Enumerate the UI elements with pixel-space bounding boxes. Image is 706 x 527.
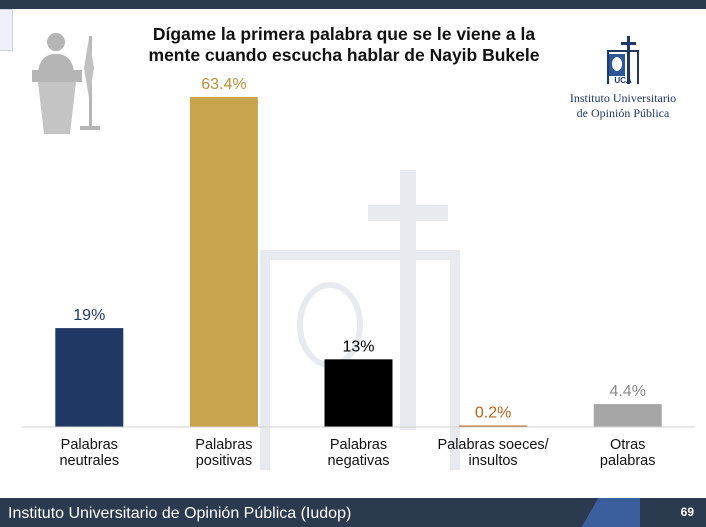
logo-text-line-2: de Opinión Pública [576,106,670,120]
footer-institution: Instituto Universitario de Opinión Públi… [8,505,352,522]
title-line-1: Dígame la primera palabra que se le vien… [152,24,536,44]
data-label-4: 0.2% [475,405,511,422]
bar-3 [324,359,393,427]
title-line-2: mente cuando escucha hablar de Nayib Buk… [148,45,540,65]
data-label-3: 13% [342,338,374,355]
category-label-1-line-1: Palabras [61,437,118,453]
data-label-2: 63.4% [201,76,246,93]
chart-title: Dígame la primera palabra que se le vien… [110,24,578,66]
podium-speaker-icon [32,33,100,134]
category-label-5-line-2: palabras [600,453,656,469]
data-label-1: 19% [73,307,105,324]
footer-bar: Instituto Universitario de Opinión Públi… [0,498,706,527]
corner-tab [0,9,13,51]
category-label-2-line-2: positivas [196,453,252,469]
bar-1 [55,328,124,427]
category-label-2-line-1: Palabras [195,437,252,453]
page-number: 69 [680,505,694,519]
logo-mark-text: UCA [614,76,632,85]
category-label-4-line-2: insultos [469,453,518,469]
iudop-logo: UCA Instituto Universitario de Opinión P… [548,36,698,121]
top-band [0,0,706,9]
category-label-3-line-2: negativas [327,453,389,469]
bar-2 [189,97,258,427]
bar-chart: 19%Palabrasneutrales63.4%Palabraspositiv… [22,76,695,469]
data-label-5: 4.4% [609,383,645,400]
category-label-4-line-1: Palabras soeces/ [437,437,549,453]
bar-5 [593,404,662,427]
logo-text-line-1: Instituto Universitario [569,91,677,105]
category-label-5-line-1: Otras [610,437,645,453]
category-label-3-line-1: Palabras [330,437,387,453]
category-label-1-line-2: neutrales [59,453,119,469]
uca-watermark-icon [260,170,460,470]
footer-accent-dark [640,498,706,527]
bar-4 [459,425,528,427]
uca-logo-icon: UCA [607,36,639,85]
